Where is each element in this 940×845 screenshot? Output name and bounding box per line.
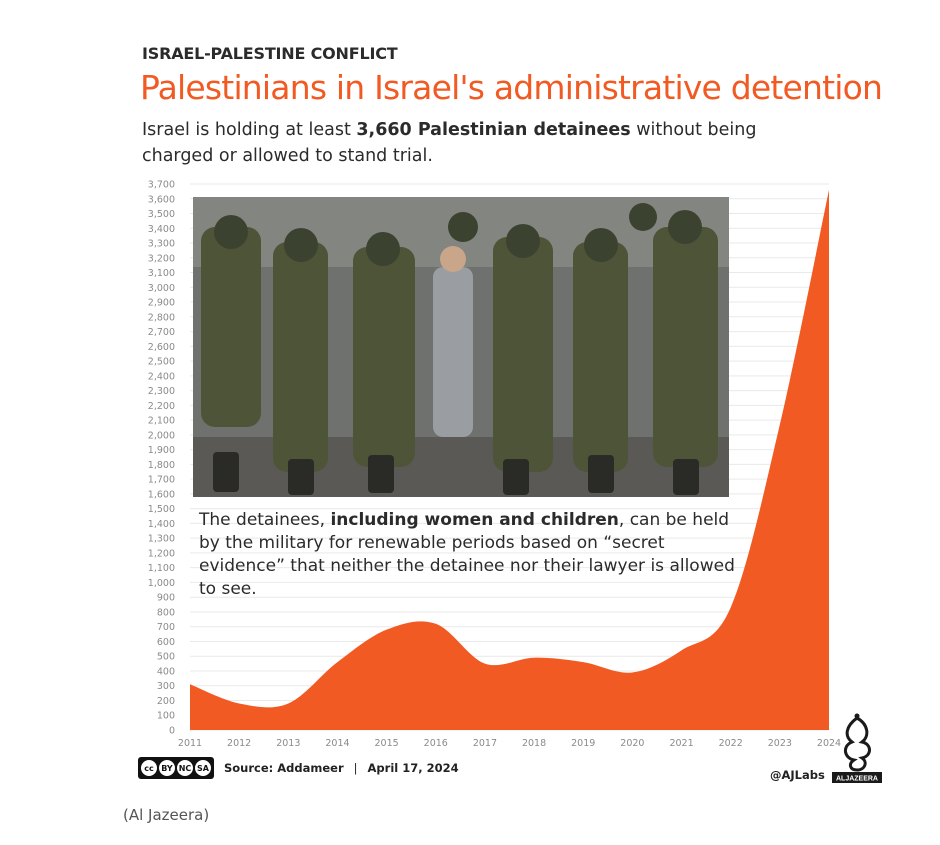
x-tick-label: 2017 (473, 738, 497, 749)
y-axis-labels: 0 100 200 300 400 500 600 700 800 900 1,000 1,100 1,… (148, 180, 175, 737)
y-tick-label: 3,600 (148, 194, 175, 205)
y-tick-label: 3,500 (148, 209, 175, 220)
y-tick-label: 1,500 (148, 504, 175, 515)
y-tick-label: 200 (157, 696, 175, 707)
y-tick-label: 300 (157, 681, 175, 692)
image-credit: (Al Jazeera) (123, 806, 210, 824)
subtitle-highlight: 3,660 Palestinian detainees (356, 120, 631, 140)
y-tick-label: 2,600 (148, 342, 175, 353)
y-tick-label: 600 (157, 637, 175, 648)
y-tick-label: 0 (169, 726, 175, 737)
source-label: Source: Addameer (224, 761, 344, 775)
ajlabs-handle: @AJLabs (770, 768, 825, 782)
x-tick-label: 2012 (227, 738, 251, 749)
chart-title: Palestinians in Israel's administrative … (140, 68, 883, 107)
annotation-highlight: including women and children (330, 510, 619, 530)
y-tick-label: 1,100 (148, 563, 175, 574)
y-tick-label: 500 (157, 652, 175, 663)
y-tick-label: 2,000 (148, 430, 175, 441)
subtitle-text-end: without being charged or allowed to stan… (142, 120, 757, 166)
logo-wordmark: ALJAZEERA (836, 776, 878, 783)
y-tick-label: 1,600 (148, 489, 175, 500)
subtitle-text-start: Israel is holding at least (142, 120, 357, 140)
y-tick-label: 2,700 (148, 327, 175, 338)
cc-icon: cc (141, 760, 157, 776)
x-tick-label: 2024 (817, 738, 841, 749)
y-tick-label: 1,700 (148, 475, 175, 486)
y-tick-label: 1,900 (148, 445, 175, 456)
y-tick-label: 400 (157, 666, 175, 677)
y-tick-label: 1,300 (148, 534, 175, 545)
source-separator: | (353, 761, 358, 775)
x-tick-label: 2014 (325, 738, 349, 749)
y-tick-label: 2,300 (148, 386, 175, 397)
y-tick-label: 2,500 (148, 357, 175, 368)
y-tick-label: 2,200 (148, 401, 175, 412)
annotation-text-end: , can be held by the military for renewa… (199, 510, 735, 599)
x-tick-label: 2015 (375, 738, 399, 749)
al-jazeera-logo: ALJAZEERA (832, 713, 882, 783)
x-tick-label: 2021 (669, 738, 693, 749)
annotation-text-start: The detainees, (199, 510, 331, 530)
y-tick-label: 900 (157, 593, 175, 604)
detainees-series (189, 189, 830, 730)
cc-sa-icon: SA (195, 760, 211, 776)
x-tick-label: 2011 (178, 738, 202, 749)
source-line: cc BY NC SA Source: Addameer | April 17,… (138, 757, 459, 779)
x-tick-label: 2018 (522, 738, 546, 749)
y-tick-label: 1,000 (148, 578, 175, 589)
y-tick-label: 3,400 (148, 224, 175, 235)
news-photo-soldiers-detainee (193, 197, 729, 497)
y-tick-label: 1,800 (148, 460, 175, 471)
y-tick-label: 1,200 (148, 548, 175, 559)
photo-illustration (193, 197, 729, 497)
y-tick-label: 3,700 (148, 180, 175, 191)
y-tick-label: 2,900 (148, 298, 175, 309)
x-axis-labels: 2011 2012 2013 2014 2015 2016 2017 2018 2019 2020… (178, 738, 841, 749)
detainees-area (190, 189, 829, 730)
x-tick-label: 2020 (620, 738, 644, 749)
y-tick-label: 2,800 (148, 312, 175, 323)
y-tick-label: 700 (157, 622, 175, 633)
source-date: April 17, 2024 (367, 761, 459, 775)
x-tick-label: 2019 (571, 738, 595, 749)
y-tick-label: 3,000 (148, 283, 175, 294)
creative-commons-badge[interactable]: cc BY NC SA (138, 757, 214, 779)
y-tick-label: 100 (157, 711, 175, 722)
y-tick-label: 3,300 (148, 239, 175, 250)
x-tick-label: 2013 (276, 738, 300, 749)
cc-by-icon: BY (159, 760, 175, 776)
chart-kicker: ISRAEL-PALESTINE CONFLICT (142, 44, 398, 63)
y-tick-label: 2,400 (148, 371, 175, 382)
x-tick-label: 2016 (424, 738, 448, 749)
x-tick-label: 2022 (719, 738, 743, 749)
chart-subtitle: Israel is holding at least 3,660 Palesti… (142, 117, 782, 169)
y-tick-label: 3,100 (148, 268, 175, 279)
x-tick-label: 2023 (768, 738, 792, 749)
chart-annotation: The detainees, including women and child… (199, 509, 739, 601)
y-tick-label: 3,200 (148, 253, 175, 264)
y-tick-label: 800 (157, 607, 175, 618)
y-tick-label: 1,400 (148, 519, 175, 530)
y-tick-label: 2,100 (148, 416, 175, 427)
cc-nc-icon: NC (177, 760, 193, 776)
